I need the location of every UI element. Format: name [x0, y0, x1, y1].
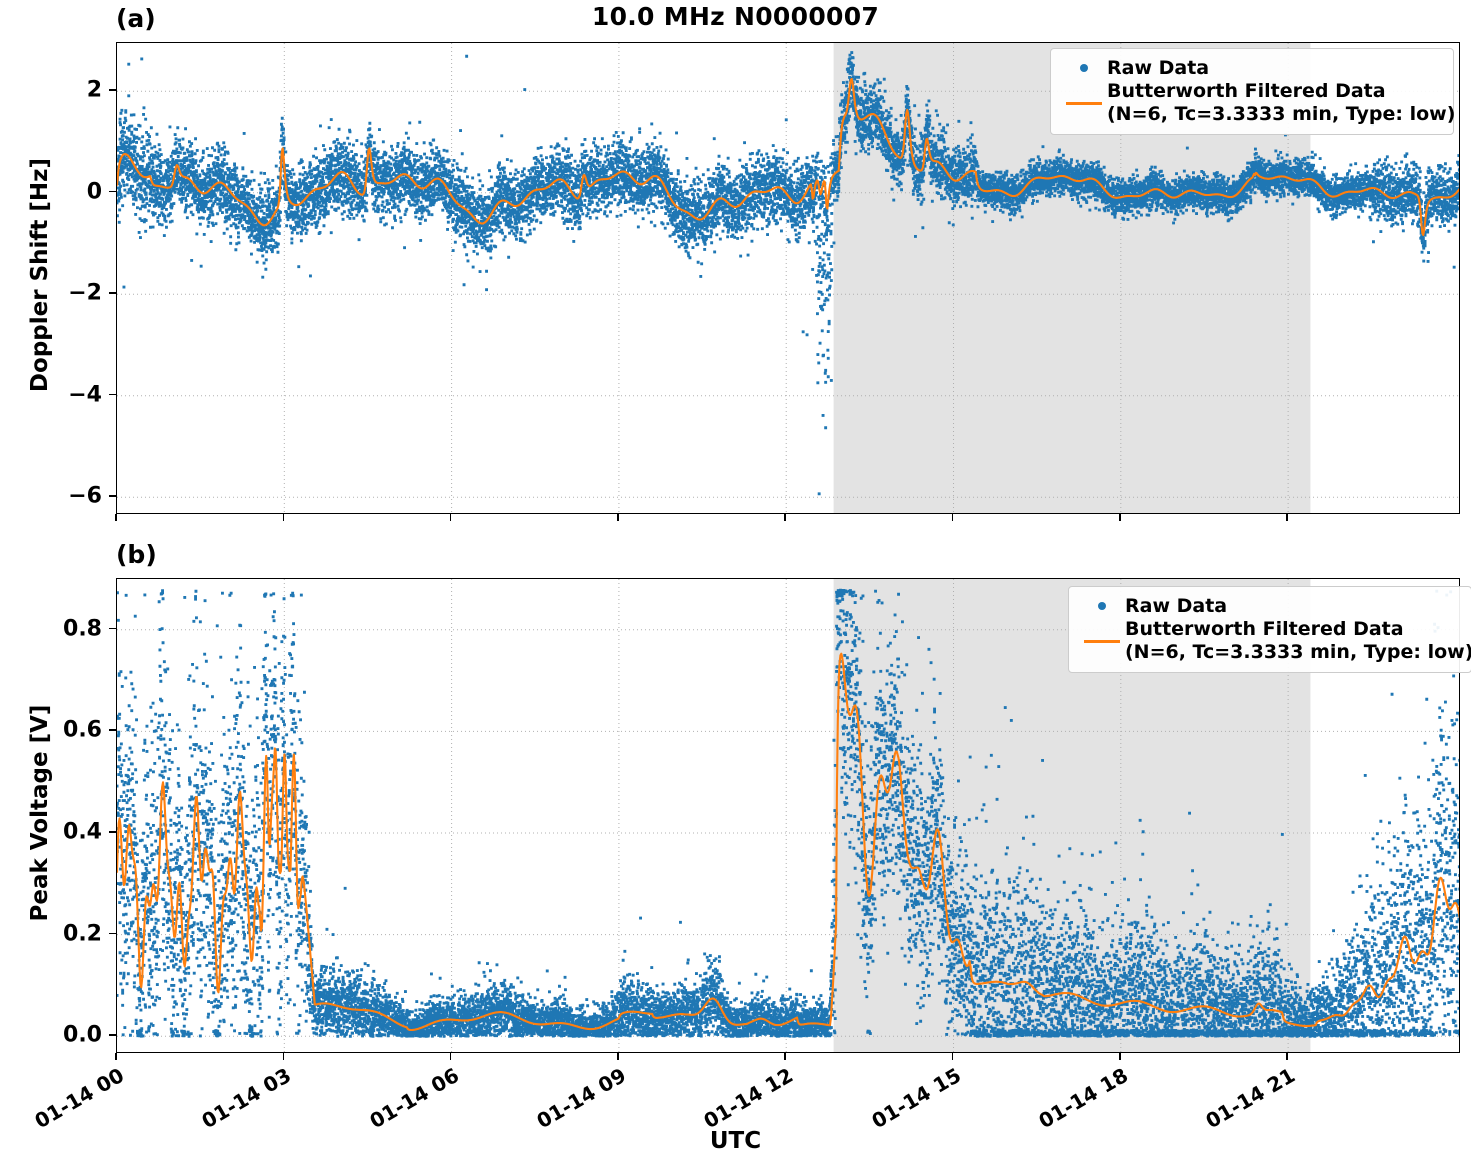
x-tick-label: 01-14 03 [197, 1063, 296, 1134]
x-tick-mark [951, 514, 954, 521]
y-tick-label: 0.6 [63, 717, 102, 743]
y-tick-mark [109, 190, 116, 193]
legend-label-filtered-line1: Butterworth Filtered Data [1107, 80, 1386, 102]
y-tick-mark [109, 729, 116, 731]
butterworth-filtered-line [117, 77, 1459, 237]
x-tick-mark [282, 1053, 285, 1060]
legend-label-raw: Raw Data [1125, 594, 1228, 617]
y-tick-mark [109, 831, 116, 833]
x-axis-label: UTC [709, 1128, 762, 1154]
y-tick-mark [109, 89, 116, 91]
x-tick-mark [449, 514, 452, 521]
x-tick-mark [1286, 1053, 1288, 1060]
x-tick-label: 01-14 15 [866, 1063, 965, 1134]
x-tick-label: 01-14 18 [1034, 1063, 1132, 1134]
x-tick-label: 01-14 09 [532, 1063, 630, 1134]
y-tick-label: 0.0 [63, 1022, 102, 1048]
legend-marker-dot-icon [1061, 64, 1107, 72]
x-tick-mark [282, 514, 285, 521]
legend-label-filtered-line1: Butterworth Filtered Data [1125, 618, 1404, 640]
legend-row-filtered-a: Butterworth Filtered Data (N=6, Tc=3.333… [1061, 80, 1455, 126]
legend-row-raw-a: Raw Data [1061, 56, 1441, 80]
panel-label-b: (b) [116, 540, 157, 569]
y-tick-label: 2 [86, 77, 102, 103]
x-tick-label: 01-14 00 [30, 1063, 128, 1134]
y-tick-mark [109, 627, 116, 630]
legend-label-raw: Raw Data [1107, 56, 1210, 79]
legend-panel-a[interactable]: Raw Data Butterworth Filtered Data (N=6,… [1050, 48, 1455, 135]
legend-panel-b[interactable]: Raw Data Butterworth Filtered Data (N=6,… [1068, 586, 1471, 673]
y-tick-label: −4 [68, 382, 102, 408]
x-tick-mark [617, 514, 619, 521]
y-tick-label: 0.8 [63, 616, 102, 642]
legend-line-icon [1079, 639, 1125, 643]
x-tick-mark [784, 1053, 786, 1060]
y-axis-label-doppler-shift: Doppler Shift [Hz] [27, 157, 53, 393]
y-tick-label: 0.4 [63, 819, 102, 845]
x-tick-mark [951, 1053, 954, 1060]
x-tick-mark [115, 1053, 117, 1060]
y-tick-label: −2 [68, 280, 102, 306]
x-tick-label: 01-14 06 [365, 1063, 463, 1134]
axes-peak-voltage [116, 578, 1460, 1053]
butterworth-filtered-line [117, 652, 1459, 1032]
panel-label-a: (a) [116, 4, 156, 33]
legend-line-icon [1061, 101, 1107, 105]
y-tick-mark [109, 495, 116, 497]
x-tick-mark [449, 1053, 452, 1060]
y-tick-mark [109, 393, 116, 396]
y-tick-mark [109, 1034, 116, 1036]
x-tick-mark [784, 514, 786, 521]
y-axis-label-peak-voltage: Peak Voltage [V] [27, 704, 53, 921]
legend-label-filtered-line2: (N=6, Tc=3.3333 min, Type: low) [1125, 641, 1471, 663]
y-tick-label: 0 [86, 179, 102, 205]
legend-marker-dot-icon [1079, 602, 1125, 610]
y-tick-label: 0.2 [63, 921, 102, 947]
raw-data-scatter [117, 588, 1459, 1038]
y-tick-mark [109, 292, 116, 294]
x-tick-mark [1119, 514, 1121, 521]
legend-row-raw-b: Raw Data [1079, 594, 1459, 618]
x-tick-label: 01-14 21 [1201, 1063, 1300, 1134]
x-tick-mark [617, 1053, 619, 1060]
y-tick-mark [109, 932, 116, 935]
y-tick-label: −6 [68, 483, 102, 509]
legend-label-filtered-line2: (N=6, Tc=3.3333 min, Type: low) [1107, 103, 1456, 125]
legend-row-filtered-b: Butterworth Filtered Data (N=6, Tc=3.333… [1079, 618, 1471, 664]
x-tick-mark [115, 514, 117, 521]
x-tick-mark [1119, 1053, 1121, 1060]
x-tick-mark [1286, 514, 1288, 521]
x-tick-label: 01-14 12 [699, 1063, 798, 1134]
figure-title: 10.0 MHz N0000007 [591, 2, 880, 31]
